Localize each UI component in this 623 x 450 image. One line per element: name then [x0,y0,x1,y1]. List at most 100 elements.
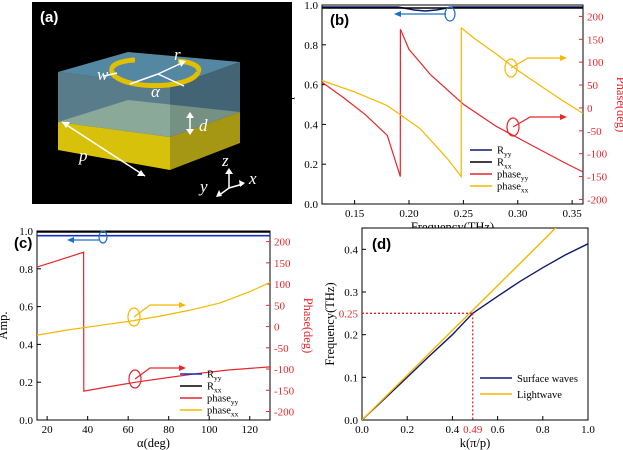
x-tick-label: 0.2 [400,424,414,436]
x-tick-label: 0.15 [345,208,365,220]
y-tick-label: 1.0 [19,226,33,238]
r-arrow [157,61,185,75]
amp-curve-marker [98,230,108,244]
x-tick-label: 0.25 [454,208,474,220]
plot-frame-c [36,230,271,421]
y-axis-label: Amp. [281,90,295,118]
y2-tick-label: 200 [587,11,604,23]
substrate-side [170,112,240,170]
split-ring-resonator [109,68,201,89]
y-tick-label: 0.8 [304,40,318,52]
y-tick-label: 0.4 [344,244,358,256]
x-tick-label: 40 [82,424,94,436]
legend-label-surface-waves: Surface waves [517,374,578,385]
phaseyy-axis-arrowhead [179,365,186,371]
symbol-x: x [248,169,257,188]
legend-label-phasexx-main: phase [207,406,231,417]
y2-tick-label: 150 [274,258,291,270]
panel-label: (c) [14,235,32,252]
panel-d: 0.0 0.2 0.4 0.6 0.8 1.0 0.0 0.1 0.2 0.3 0.4 0.25 0.4… [323,227,595,450]
legend-label-ryy-main: R [207,370,214,381]
y-tick-label: 0.0 [19,415,33,427]
legend-label-phasexx: phasexx [497,182,529,195]
x-tick-label: 120 [241,424,258,436]
legend-label-phaseyy-sub: yy [231,398,239,407]
plot-frame-d [361,227,589,421]
phasexx-axis-arrow [510,57,562,69]
y-tick-label: 0.2 [344,330,358,342]
y-tick-label: 0.2 [19,377,33,389]
symbol-alpha: α [151,82,161,101]
symbol-y: y [198,177,208,196]
y-tick-label: 0.0 [304,199,318,211]
legend-label-rxx-sub: xx [504,162,512,171]
x-tick-label: 0.0 [355,424,369,436]
amp-axis-arrowhead [394,11,401,17]
x-tick-label: 100 [201,424,218,436]
legend-label-phaseyy: phaseyy [207,394,239,407]
y2-tick-label: 100 [274,279,291,291]
x-tick-label: 1.0 [581,424,595,436]
phasexx-axis-arrowhead [560,55,567,61]
y2-tick-label: 150 [587,34,604,46]
y2-axis-label: Phase(deg) [614,77,623,133]
y2-tick-label: 0 [587,103,593,115]
y2-tick-label: -100 [587,149,608,161]
p-arrowhead-start [62,122,70,128]
legend-label-rxx-sub: xx [214,386,222,395]
series-line-phasexx [36,281,271,336]
legend-label-rxx-main: R [207,382,214,393]
x-tick-label: 80 [163,424,175,436]
series-line-surface-waves [362,243,588,420]
legend-label-phaseyy: phaseyy [497,170,529,183]
x-axis-label: k(π/p) [460,436,491,450]
x-tick-label: 0.8 [536,424,550,436]
alpha-line-left [129,73,159,85]
phasexx-curve-marker [504,58,518,78]
symbol-r: r [174,45,181,64]
phasexx-axis-arrow [133,304,180,318]
symbol-z: z [221,151,229,170]
p-arrowhead-end [137,170,145,176]
y-tick-label: 0.4 [19,339,33,351]
legend-label-phasexx-main: phase [497,182,521,193]
legend-label-rxx: Rxx [497,158,512,171]
y-tick-label: 0.6 [304,80,318,92]
symbol-p: p [78,146,88,165]
legend-label-ryy-sub: yy [504,150,512,159]
y-tick-label: 0.6 [19,302,33,314]
y2-tick-label: -150 [274,385,295,397]
y2-tick-label: 100 [587,57,604,69]
panel-b: 0.15 0.20 0.25 0.30 0.35 0.0 0.2 0.4 0.6 0.8 1.0 -2… [281,0,623,234]
y-axis-label: Frequency(THz) [323,282,337,365]
y2-tick-label: 200 [274,237,291,249]
y2-tick-label: -200 [274,407,295,419]
x-tick-label: 0.20 [399,208,419,220]
panel-a-label: (a) [40,9,58,26]
plot-frame-b [321,4,584,205]
x-axis-label: α(deg) [137,436,170,450]
y-tick-label: 0.4 [304,119,318,131]
amp-axis-arrowhead [67,237,74,243]
series-line-ryy [322,6,583,12]
series-line-lightwave [362,228,557,420]
phaseyy-axis-arrow [134,367,180,380]
y-tick-label: 0.3 [344,287,358,299]
legend-label-ryy: Ryy [207,370,222,383]
y2-tick-label: -50 [587,126,602,138]
annotation-x-value: 0.49 [463,424,483,436]
x-tick-label: 0.30 [508,208,528,220]
legend-label-phasexx-sub: xx [521,186,529,195]
axis-z-arrowhead [225,168,233,174]
legend-label-ryy-sub: yy [214,374,222,383]
r-arrowhead [179,60,186,67]
panel-c: 20 40 60 80 100 120 0.0 0.2 0.4 0.6 0.8 1.0 -200 -150… [0,226,315,450]
y-tick-label: 0.2 [304,159,318,171]
y-tick-label: 0.1 [344,372,358,384]
panel-label: (b) [330,12,349,29]
y2-tick-label: 50 [587,80,599,92]
phaseyy-curve-marker [506,117,520,137]
series-line-phaseyy [321,28,584,177]
x-tick-label: 0.4 [446,424,460,436]
d-arrowhead-bottom [186,129,194,135]
